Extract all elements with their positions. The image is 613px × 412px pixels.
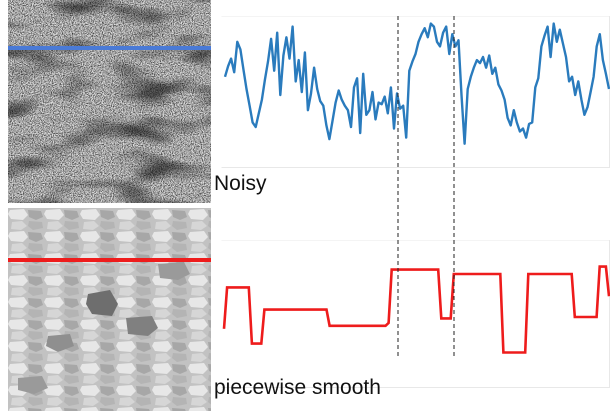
noisy-signal-line [223, 22, 610, 145]
smooth-scanline-marker [8, 258, 211, 262]
piecewise-smooth-caption: piecewise smooth [214, 376, 381, 399]
piecewise-smooth-signal-plot [221, 240, 610, 388]
smooth-plot-border [221, 240, 610, 388]
noisy-caption: Noisy [214, 172, 267, 195]
noisy-scanline-marker [8, 46, 211, 50]
piecewise-smooth-image [8, 208, 211, 411]
noisy-signal-plot [221, 16, 610, 168]
noisy-texture-image [8, 0, 211, 203]
piecewise-smooth-signal-line [222, 265, 610, 354]
noisy-plot-border [221, 16, 610, 168]
